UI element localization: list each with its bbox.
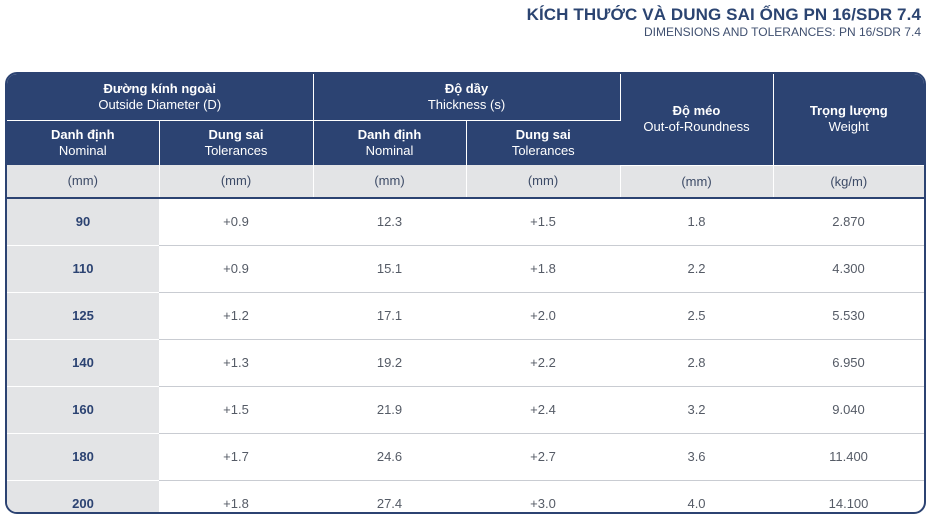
- header-thickness-tolerances: Dung sai Tolerances: [466, 120, 621, 165]
- table-row: 180 +1.7 24.6 +2.7 3.6 11.400: [7, 433, 924, 481]
- header-outside-diameter: Đường kính ngoài Outside Diameter (D): [7, 74, 314, 121]
- roundness-cell: 3.2: [620, 386, 774, 434]
- table-row: 200 +1.8 27.4 +3.0 4.0 14.100: [7, 480, 924, 512]
- weight-cell: 11.400: [773, 433, 924, 481]
- header-out-of-roundness: Độ méo Out-of-Roundness: [620, 74, 774, 166]
- roundness-cell: 4.0: [687, 496, 706, 511]
- thickness-nominal-cell: 27.4: [376, 496, 403, 511]
- nominal-size-cell: 125: [7, 292, 159, 340]
- units-row: (mm) (mm) (mm) (mm) (mm) (kg/m): [7, 165, 924, 199]
- thickness-nominal-cell: 19.2: [313, 339, 466, 387]
- header-thickness: Độ dầy Thickness (s): [313, 74, 621, 121]
- thickness-nominal-cell: 12.3: [313, 197, 466, 246]
- roundness-cell: 2.8: [620, 339, 774, 387]
- table-row: 110 +0.9 15.1 +1.8 2.2 4.300: [7, 245, 924, 293]
- unit-cell: (mm): [620, 165, 774, 199]
- thickness-tolerance-cell: +2.2: [466, 339, 621, 387]
- unit-cell: (mm): [313, 165, 467, 199]
- header-od-tolerances: Dung sai Tolerances: [159, 120, 314, 165]
- thickness-tolerance-cell: +1.5: [466, 197, 621, 246]
- title-block: KÍCH THƯỚC VÀ DUNG SAI ỐNG PN 16/SDR 7.4…: [527, 5, 921, 39]
- nominal-size-cell: 180: [7, 433, 159, 481]
- nominal-size-cell: 140: [7, 339, 159, 387]
- weight-cell: 2.870: [773, 197, 924, 246]
- od-tolerance-cell: +1.7: [159, 433, 313, 481]
- unit-cell: (mm): [159, 165, 314, 199]
- thickness-nominal-cell: 21.9: [313, 386, 466, 434]
- od-tolerance-cell: +0.9: [159, 245, 313, 293]
- weight-cell: 5.530: [773, 292, 924, 340]
- dimensions-table: Đường kính ngoài Outside Diameter (D) Độ…: [5, 72, 926, 514]
- roundness-cell: 3.6: [620, 433, 774, 481]
- weight-cell: 14.100: [828, 496, 869, 511]
- nominal-size-cell: 200: [7, 480, 159, 512]
- header-row-2: Danh định Nominal Dung sai Tolerances Da…: [7, 120, 924, 165]
- header-weight: Trọng lượng Weight: [773, 74, 924, 166]
- roundness-cell: 2.5: [620, 292, 774, 340]
- page-subtitle: DIMENSIONS AND TOLERANCES: PN 16/SDR 7.4: [644, 25, 921, 39]
- unit-cell: (kg/m): [773, 165, 924, 199]
- thickness-tolerance-cell: +3.0: [530, 496, 556, 511]
- od-tolerance-cell: +1.5: [159, 386, 313, 434]
- nominal-size-cell: 160: [7, 386, 159, 434]
- unit-cell: (mm): [7, 165, 160, 199]
- table-row: 140 +1.3 19.2 +2.2 2.8 6.950: [7, 339, 924, 387]
- thickness-nominal-cell: 17.1: [313, 292, 466, 340]
- nominal-size-cell: 110: [7, 245, 159, 293]
- table-row: 90 +0.9 12.3 +1.5 1.8 2.870: [7, 197, 924, 246]
- roundness-cell: 1.8: [620, 197, 774, 246]
- header-od-nominal: Danh định Nominal: [7, 120, 160, 165]
- table-row: 160 +1.5 21.9 +2.4 3.2 9.040: [7, 386, 924, 434]
- thickness-nominal-cell: 24.6: [313, 433, 466, 481]
- thickness-tolerance-cell: +2.0: [466, 292, 621, 340]
- thickness-nominal-cell: 15.1: [313, 245, 466, 293]
- header-row-1: Đường kính ngoài Outside Diameter (D) Độ…: [7, 74, 924, 166]
- table-row: 125 +1.2 17.1 +2.0 2.5 5.530: [7, 292, 924, 340]
- nominal-size-cell: 90: [7, 197, 159, 246]
- roundness-cell: 2.2: [620, 245, 774, 293]
- weight-cell: 6.950: [773, 339, 924, 387]
- unit-cell: (mm): [466, 165, 621, 199]
- thickness-tolerance-cell: +2.4: [466, 386, 621, 434]
- weight-cell: 9.040: [773, 386, 924, 434]
- od-tolerance-cell: +0.9: [159, 197, 313, 246]
- header-thickness-nominal: Danh định Nominal: [313, 120, 467, 165]
- od-tolerance-cell: +1.2: [159, 292, 313, 340]
- weight-cell: 4.300: [773, 245, 924, 293]
- page-title: KÍCH THƯỚC VÀ DUNG SAI ỐNG PN 16/SDR 7.4: [526, 5, 921, 24]
- thickness-tolerance-cell: +2.7: [466, 433, 621, 481]
- od-tolerance-cell: +1.3: [159, 339, 313, 387]
- od-tolerance-cell: +1.8: [223, 496, 249, 511]
- thickness-tolerance-cell: +1.8: [466, 245, 621, 293]
